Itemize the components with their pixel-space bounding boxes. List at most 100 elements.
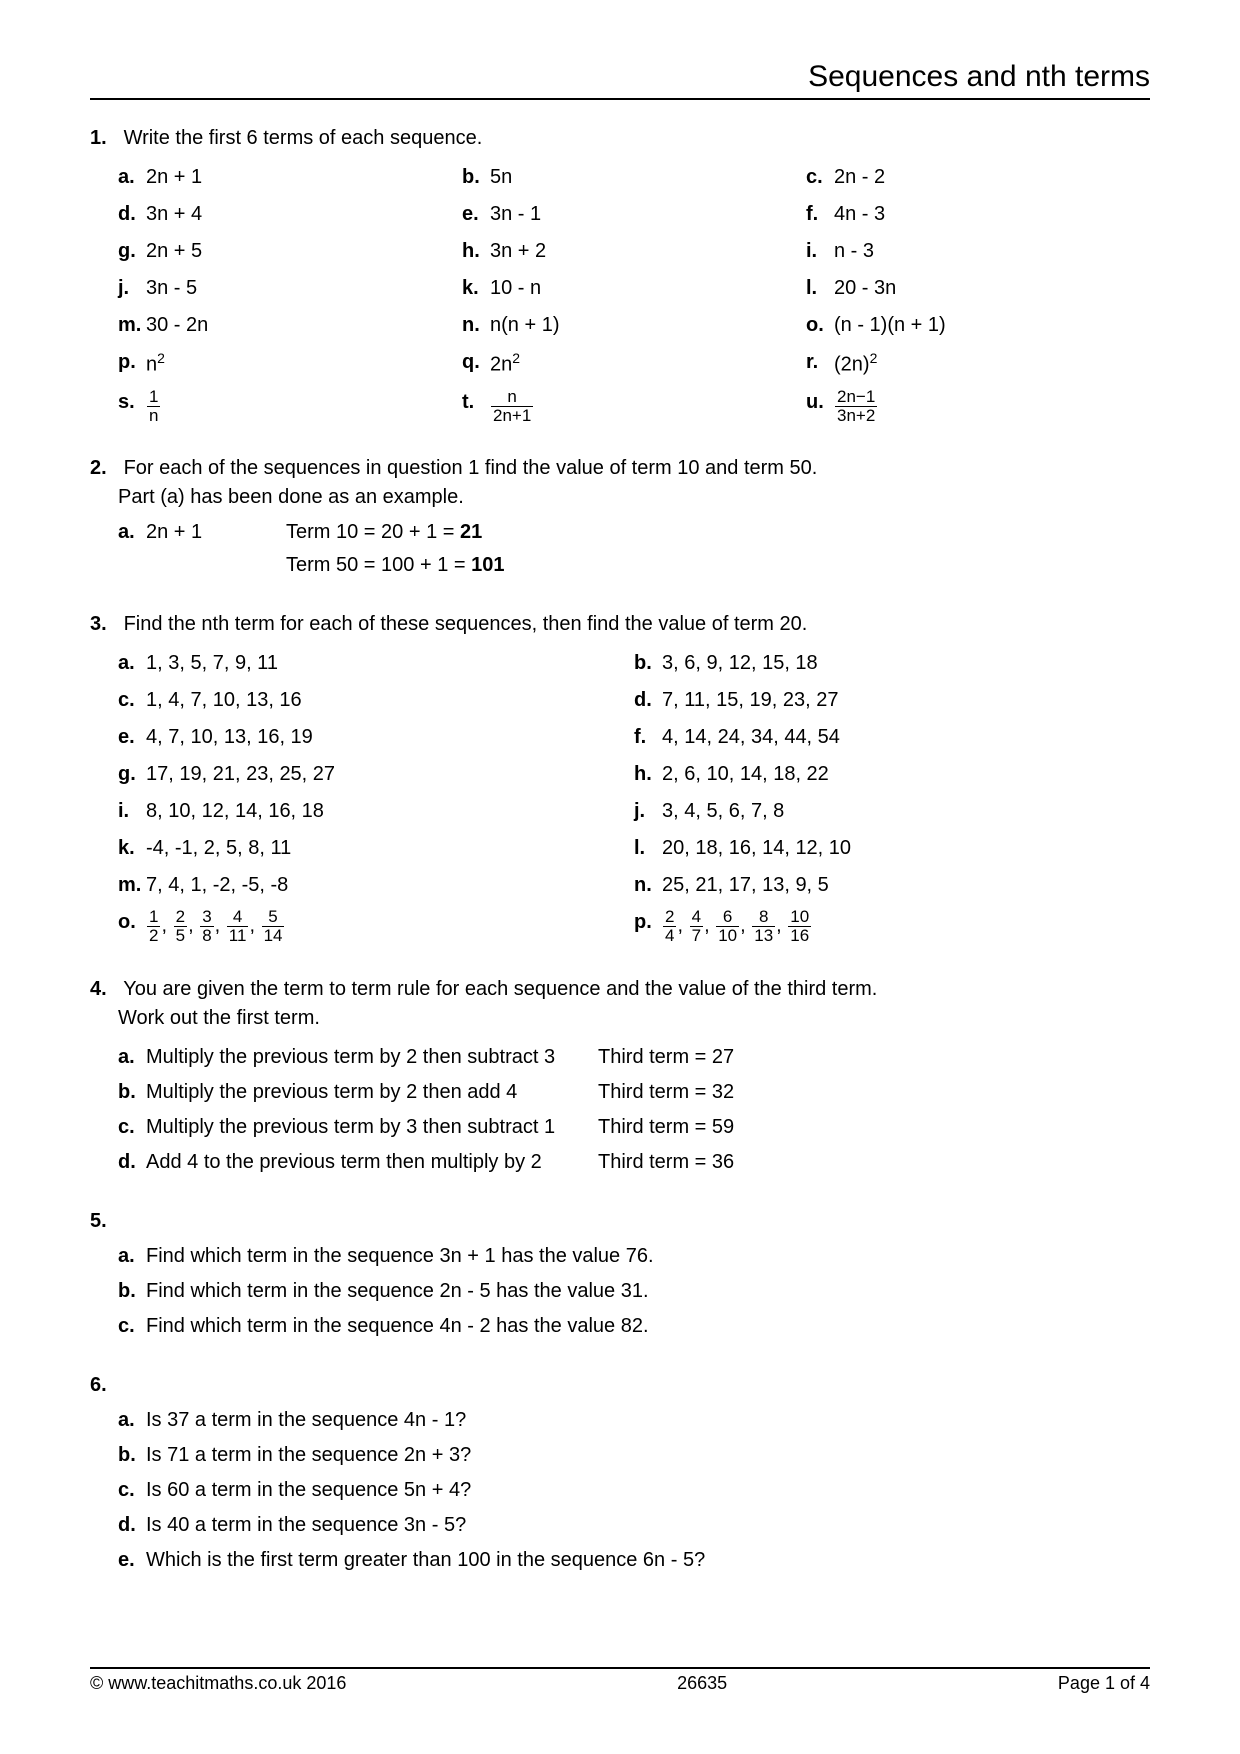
q1-item-letter: c.: [806, 163, 834, 192]
q3-item-letter: n.: [634, 871, 662, 900]
question-5: 5. a.Find which term in the sequence 3n …: [90, 1207, 1150, 1341]
q6-item-text: Is 71 a term in the sequence 2n + 3?: [146, 1441, 471, 1470]
q3-item-letter: d.: [634, 686, 662, 715]
q1-item-expr: 3n + 2: [490, 237, 806, 266]
q1-item-expr: 2n + 1: [146, 163, 462, 192]
q1-item-letter: g.: [118, 237, 146, 266]
q5-list: a.Find which term in the sequence 3n + 1…: [118, 1242, 1150, 1341]
q2-ex-line2: Term 50 = 100 + 1 = 101: [286, 551, 1150, 580]
q3-item-letter: g.: [118, 760, 146, 789]
q1-item-letter: m.: [118, 311, 146, 340]
q1-item-expr: 1n: [146, 388, 462, 425]
question-1: 1. Write the first 6 terms of each seque…: [90, 124, 1150, 424]
q1-item-expr: (2n)2: [834, 348, 1150, 380]
q4-item-letter: b.: [118, 1078, 146, 1107]
q2-ex-letter: a.: [118, 518, 146, 547]
q2-text-2: Part (a) has been done as an example.: [118, 486, 464, 508]
q3-item-expr: 8, 10, 12, 14, 16, 18: [146, 797, 634, 826]
q4-item-value: Third term = 59: [598, 1113, 1150, 1142]
q4-rows: a.Multiply the previous term by 2 then s…: [118, 1043, 1150, 1177]
q3-item-letter: f.: [634, 723, 662, 752]
q1-item-letter: o.: [806, 311, 834, 340]
q1-item-letter: a.: [118, 163, 146, 192]
q4-item-value: Third term = 36: [598, 1148, 1150, 1177]
q4-item-rule: Add 4 to the previous term then multiply…: [146, 1148, 542, 1177]
q3-item-expr: 4, 7, 10, 13, 16, 19: [146, 723, 634, 752]
q3-grid: a.1, 3, 5, 7, 9, 11b.3, 6, 9, 12, 15, 18…: [118, 649, 1150, 945]
q3-item-expr: 1, 4, 7, 10, 13, 16: [146, 686, 634, 715]
q3-item-expr: 7, 11, 15, 19, 23, 27: [662, 686, 1150, 715]
q3-item-expr: 4, 14, 24, 34, 44, 54: [662, 723, 1150, 752]
page: Sequences and nth terms 1. Write the fir…: [0, 0, 1240, 1754]
q6-item-letter: c.: [118, 1476, 146, 1505]
q2-example: a. 2n + 1 Term 10 = 20 + 1 = 21 Term 50 …: [118, 518, 1150, 580]
q3-item-letter: o.: [118, 908, 146, 945]
q1-item-letter: l.: [806, 274, 834, 303]
q1-item-letter: j.: [118, 274, 146, 303]
q1-text: Write the first 6 terms of each sequence…: [124, 127, 483, 149]
q3-item-expr: 3, 6, 9, 12, 15, 18: [662, 649, 1150, 678]
q1-item-expr: 20 - 3n: [834, 274, 1150, 303]
q4-item-letter: c.: [118, 1113, 146, 1142]
q1-item-expr: (n - 1)(n + 1): [834, 311, 1150, 340]
footer-mid: 26635: [677, 1673, 727, 1694]
q4-text-1: You are given the term to term rule for …: [123, 978, 877, 1000]
q5-number: 5.: [90, 1207, 118, 1236]
question-3: 3. Find the nth term for each of these s…: [90, 610, 1150, 945]
q1-number: 1.: [90, 124, 118, 153]
q3-item-letter: j.: [634, 797, 662, 826]
q2-ex-expr: 2n + 1: [146, 518, 286, 547]
q1-item-expr: 2n−13n+2: [834, 388, 1150, 425]
q2-ex-line1-ans: 21: [460, 521, 482, 543]
question-6: 6. a.Is 37 a term in the sequence 4n - 1…: [90, 1371, 1150, 1575]
q3-item-letter: b.: [634, 649, 662, 678]
q1-grid: a.2n + 1b.5nc.2n - 2d.3n + 4e.3n - 1f.4n…: [118, 163, 1150, 424]
q3-item-expr: 20, 18, 16, 14, 12, 10: [662, 834, 1150, 863]
q2-ex-line2-text: Term 50 = 100 + 1 =: [286, 554, 471, 576]
q3-item-letter: p.: [634, 908, 662, 945]
q3-item-letter: i.: [118, 797, 146, 826]
q1-item-expr: 30 - 2n: [146, 311, 462, 340]
q1-item-letter: f.: [806, 200, 834, 229]
q1-item-letter: r.: [806, 348, 834, 380]
q3-item-letter: l.: [634, 834, 662, 863]
q1-item-expr: 2n2: [490, 348, 806, 380]
q6-item-text: Is 40 a term in the sequence 3n - 5?: [146, 1511, 466, 1540]
q1-item-letter: q.: [462, 348, 490, 380]
q1-item-letter: k.: [462, 274, 490, 303]
q4-text-2: Work out the first term.: [118, 1007, 320, 1029]
q3-item-expr: 25, 21, 17, 13, 9, 5: [662, 871, 1150, 900]
footer-right: Page 1 of 4: [1058, 1673, 1150, 1694]
q5-item-letter: a.: [118, 1242, 146, 1271]
q4-item-rule: Multiply the previous term by 2 then add…: [146, 1078, 517, 1107]
q6-item-letter: d.: [118, 1511, 146, 1540]
q1-item-expr: 2n - 2: [834, 163, 1150, 192]
question-4: 4. You are given the term to term rule f…: [90, 975, 1150, 1177]
q1-item-expr: n(n + 1): [490, 311, 806, 340]
q6-item-text: Is 37 a term in the sequence 4n - 1?: [146, 1406, 466, 1435]
q5-item-letter: b.: [118, 1277, 146, 1306]
q1-item-expr: 3n - 1: [490, 200, 806, 229]
q2-ex-line1: Term 10 = 20 + 1 = 21: [286, 518, 1150, 547]
q6-number: 6.: [90, 1371, 118, 1400]
q4-item-rule: Multiply the previous term by 3 then sub…: [146, 1113, 555, 1142]
q3-item-expr: 2, 6, 10, 14, 18, 22: [662, 760, 1150, 789]
q1-item-letter: b.: [462, 163, 490, 192]
q4-item-value: Third term = 32: [598, 1078, 1150, 1107]
q1-item-letter: i.: [806, 237, 834, 266]
q3-number: 3.: [90, 610, 118, 639]
q1-item-expr: n2n+1: [490, 388, 806, 425]
q4-number: 4.: [90, 975, 118, 1004]
q4-item-value: Third term = 27: [598, 1043, 1150, 1072]
question-2: 2. For each of the sequences in question…: [90, 454, 1150, 580]
q3-item-expr: 12, 25, 38, 411, 514: [146, 908, 634, 945]
q2-ex-line1-text: Term 10 = 20 + 1 =: [286, 521, 460, 543]
q1-item-letter: u.: [806, 388, 834, 425]
q3-text: Find the nth term for each of these sequ…: [124, 613, 808, 635]
q5-item-text: Find which term in the sequence 2n - 5 h…: [146, 1277, 649, 1306]
q3-item-expr: 17, 19, 21, 23, 25, 27: [146, 760, 634, 789]
q1-item-letter: t.: [462, 388, 490, 425]
page-title: Sequences and nth terms: [90, 60, 1150, 100]
q1-item-letter: p.: [118, 348, 146, 380]
q6-list: a.Is 37 a term in the sequence 4n - 1?b.…: [118, 1406, 1150, 1575]
